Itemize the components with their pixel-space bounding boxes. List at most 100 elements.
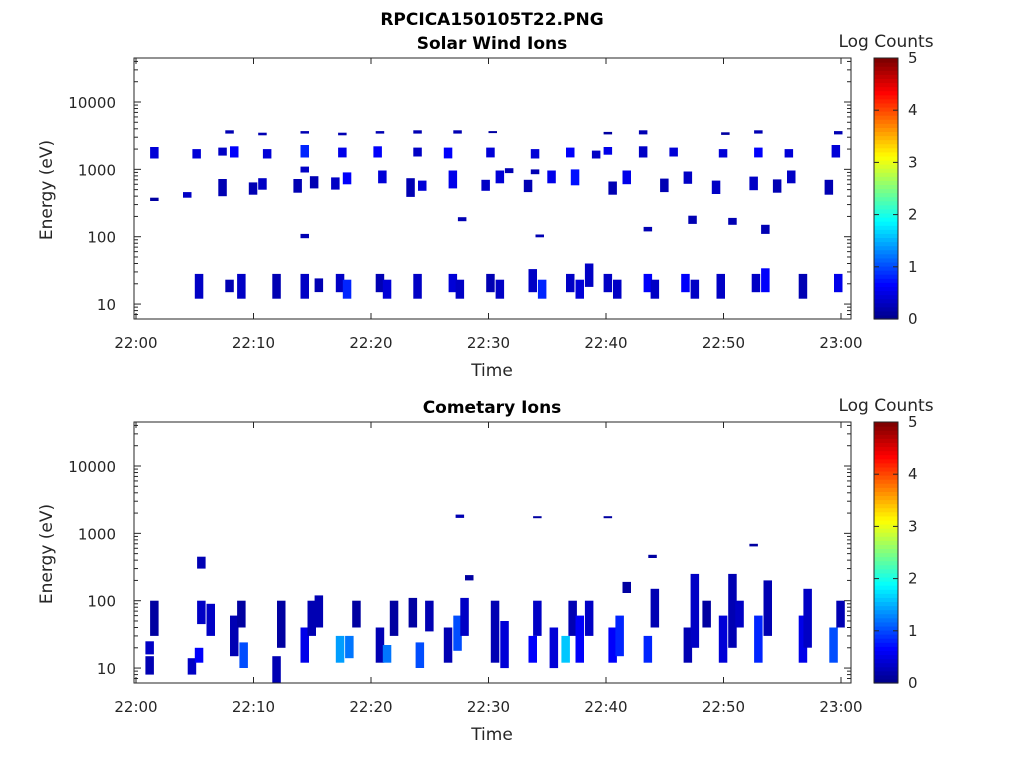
heatmap-cell [824, 179, 834, 195]
colorbar-swatch [874, 66, 898, 71]
heatmap-cell [150, 600, 159, 636]
heatmap-cell [352, 600, 361, 628]
heatmap-cell [566, 147, 575, 158]
colorbar-tick-label: 3 [908, 517, 918, 535]
colorbar-swatch [874, 434, 898, 439]
colorbar-swatch [874, 82, 898, 88]
heatmap-cell [486, 147, 495, 158]
colorbar-swatch [874, 422, 898, 427]
heatmap-cell [406, 178, 415, 197]
heatmap-cell [145, 656, 154, 675]
heatmap-cell [570, 169, 580, 186]
colorbar-swatch [874, 168, 898, 173]
colorbar-swatch [874, 430, 898, 435]
heatmap-cell [688, 215, 697, 224]
heatmap-cell [192, 149, 201, 159]
panel-cometary-ions: Cometary Ions Time Energy (eV) Log Count… [37, 396, 934, 745]
heatmap-cell [533, 516, 542, 519]
heatmap-cell [338, 147, 347, 158]
colorbar-swatch [874, 503, 898, 509]
colorbar-swatch [874, 532, 898, 537]
heatmap-cell [342, 279, 352, 299]
x-tick-label: 22:40 [584, 698, 627, 716]
colorbar-swatch [874, 462, 898, 468]
heatmap-cell [650, 279, 660, 299]
heatmap-cell [331, 177, 340, 190]
colorbar-swatch [874, 556, 898, 562]
x-tick-label: 23:00 [819, 698, 862, 716]
heatmap-cell [375, 627, 385, 663]
colorbar-tick-label: 2 [908, 206, 918, 224]
colorbar-swatch [874, 597, 898, 603]
colorbar-swatch [874, 253, 898, 259]
heatmap-cell [643, 226, 653, 232]
colorbar-swatch [874, 519, 898, 525]
colorbar-swatch [874, 654, 898, 660]
heatmap-cell [643, 273, 653, 293]
colorbar-swatch [874, 151, 898, 157]
heatmap-cell [603, 147, 613, 155]
heatmap-cell [561, 635, 570, 663]
heatmap-cell [415, 642, 425, 668]
colorbar-swatch [874, 265, 898, 271]
colorbar-swatch [874, 507, 898, 513]
heatmap-cell [258, 178, 267, 190]
heatmap-cell [643, 635, 653, 663]
heatmap-cell [530, 149, 540, 159]
colorbar-swatch [874, 245, 898, 251]
heatmap-cell [197, 556, 206, 569]
colorbar-swatch [874, 188, 898, 194]
colorbar-swatch [874, 589, 898, 594]
heatmap-cell [761, 224, 770, 234]
heatmap-cell [772, 179, 782, 193]
colorbar-swatch [874, 568, 898, 574]
colorbar-swatch [874, 286, 898, 292]
colorbar-swatch [874, 62, 898, 67]
colorbar-swatch [874, 458, 898, 464]
y-tick-label: 10 [97, 296, 116, 314]
heatmap-cell [749, 176, 758, 191]
heatmap-cell [300, 131, 309, 134]
colorbar: 0 1 2 3 4 5 [873, 49, 918, 328]
heatmap-cell [197, 600, 206, 625]
colorbar-label: Log Counts [838, 396, 933, 416]
x-tick-label: 22:00 [114, 698, 157, 716]
heatmap-cell [237, 600, 246, 628]
heatmap-cell [262, 149, 272, 159]
colorbar-tick-label: 1 [908, 622, 918, 640]
colorbar-swatch [874, 217, 898, 222]
colorbar-swatch [874, 139, 898, 145]
heatmap-cell [603, 273, 613, 293]
heatmap-cell [613, 279, 622, 299]
colorbar-swatch [874, 670, 898, 676]
heatmap-cell [460, 597, 469, 636]
colorbar-swatch [874, 609, 898, 615]
heatmap-cell [225, 130, 234, 134]
heatmap-cell [650, 588, 660, 628]
heatmap-cell [834, 273, 843, 293]
colorbar-swatch [874, 625, 898, 631]
heatmap-cell [453, 615, 462, 651]
heatmap-cell [345, 635, 354, 659]
colorbar-swatch [874, 576, 898, 582]
heatmap-cell [490, 600, 500, 663]
colorbar-swatch [874, 270, 898, 275]
colorbar-swatch [874, 528, 898, 533]
x-axis-label: Time [470, 725, 513, 745]
heatmap-cell [373, 146, 382, 158]
axis-ticks: 22:00 22:10 22:20 22:30 22:40 22:50 23:00 10 100… [68, 58, 863, 352]
colorbar-label: Log Counts [838, 32, 933, 52]
panel-title: Cometary Ions [423, 398, 562, 418]
heatmap-cell [239, 642, 248, 668]
heatmap-cell [523, 179, 533, 193]
y-axis-label: Energy (eV) [37, 140, 57, 240]
heatmap-cell [375, 131, 385, 134]
heatmap-cell [300, 166, 309, 173]
colorbar-swatch [874, 536, 898, 541]
colorbar-swatch [874, 548, 898, 554]
heatmap-cell [488, 131, 497, 134]
colorbar-swatch [874, 233, 898, 239]
heatmap-cell [293, 179, 302, 193]
colorbar-swatch [874, 102, 898, 108]
colorbar-swatch [874, 200, 898, 206]
